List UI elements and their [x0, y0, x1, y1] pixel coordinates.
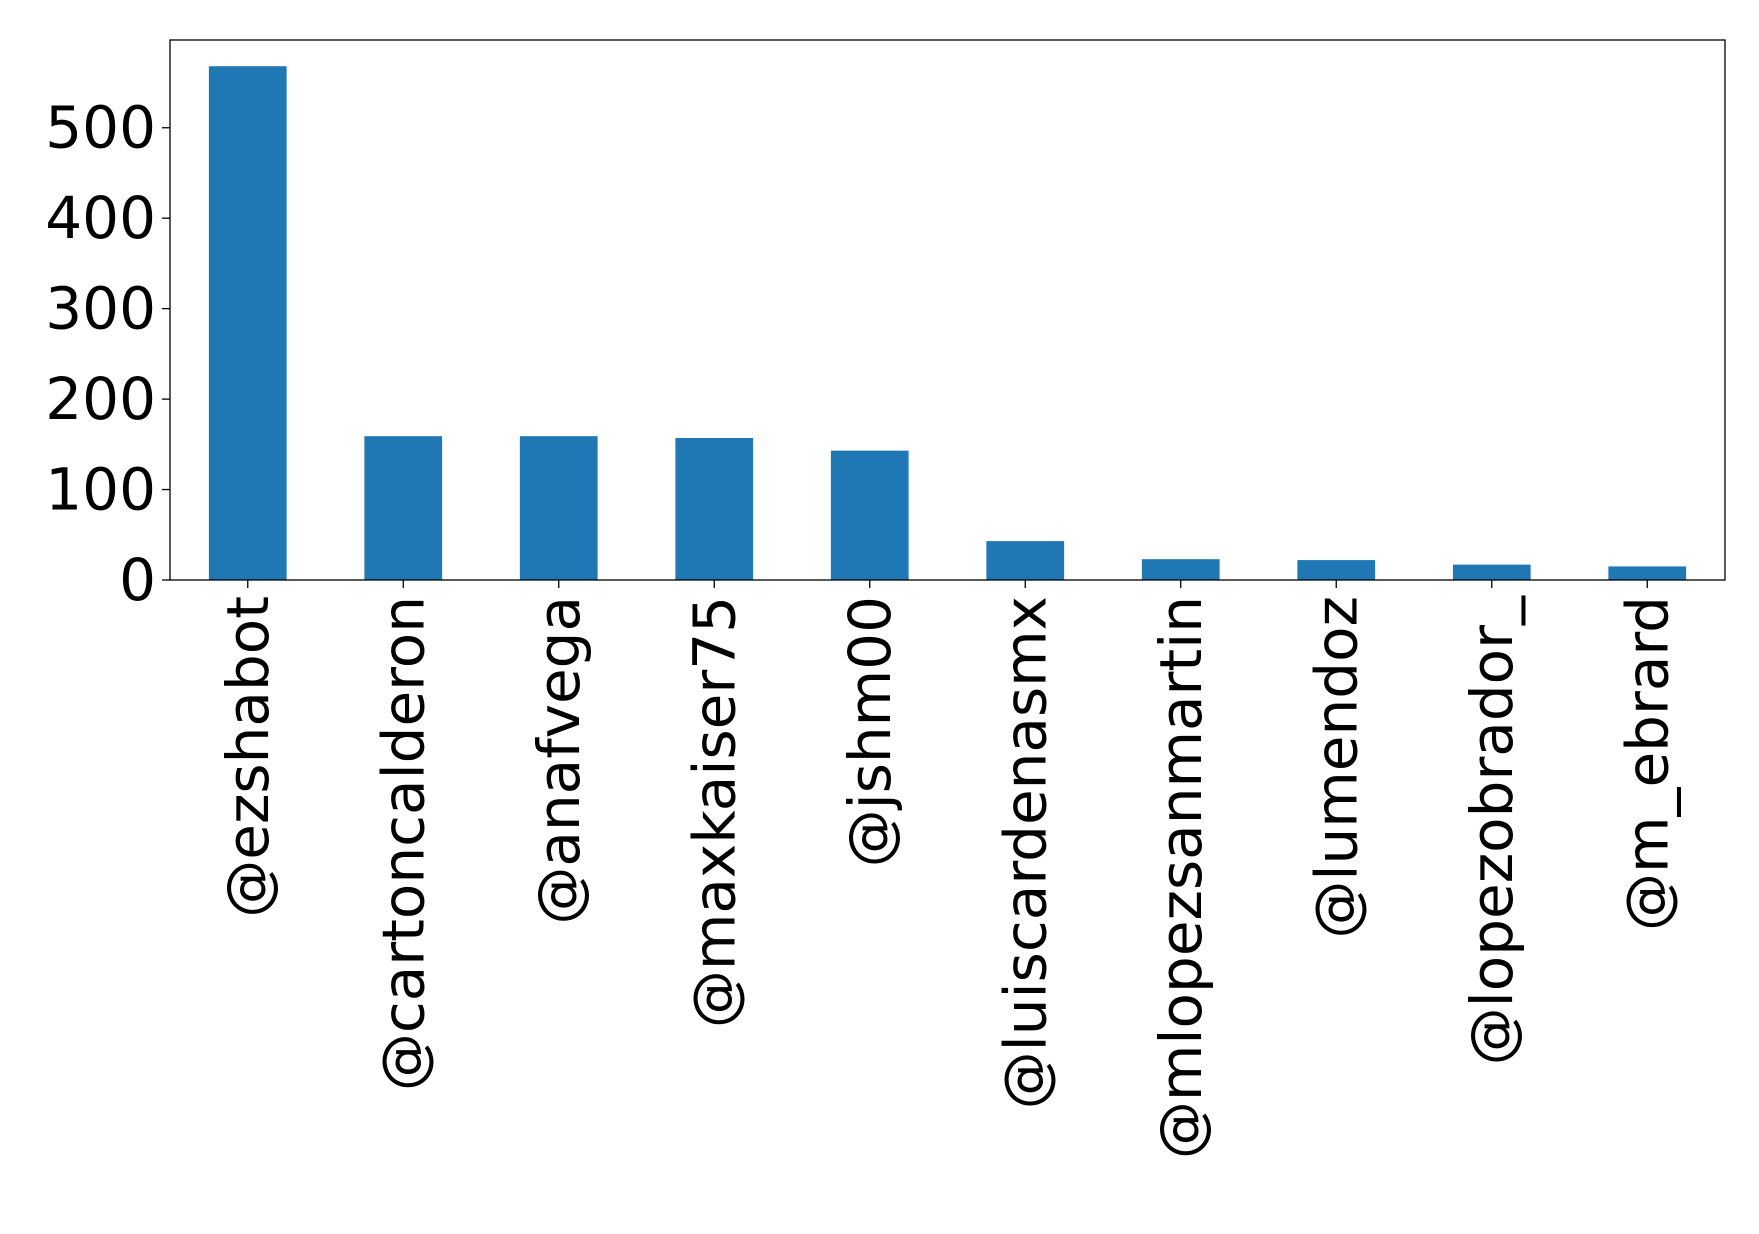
x-tick-label: @anafvega: [525, 596, 593, 925]
y-tick-label: 300: [45, 275, 156, 343]
y-tick-label: 400: [45, 184, 156, 252]
x-tick-label: @m_ebrard: [1613, 596, 1681, 931]
y-tick-label: 0: [119, 546, 156, 614]
plot-frame: [169, 39, 1726, 581]
x-tick-label: @maxkaiser75: [680, 596, 748, 1028]
y-tick-label: 100: [45, 456, 156, 524]
x-tick-label: @ezshabot: [214, 596, 282, 918]
bars-group: [208, 66, 1687, 581]
bar-1: [364, 436, 443, 580]
bar-5: [986, 541, 1065, 580]
bar-2: [519, 436, 598, 580]
x-tick-label: @luiscardenasmx: [991, 596, 1059, 1109]
x-axis: @ezshabot @cartoncalderon @anafvega @maxkai…: [214, 580, 1681, 1159]
x-tick-label: @jshm00: [836, 596, 904, 867]
y-axis: 0 100 200 300 400 500: [45, 94, 170, 614]
y-tick-label: 500: [45, 94, 156, 162]
bar-9: [1608, 566, 1687, 580]
x-tick-label: @cartoncalderon: [369, 596, 437, 1091]
bar-6: [1141, 559, 1220, 580]
x-tick-label: @lopezobrador_: [1458, 595, 1526, 1065]
bar-7: [1297, 560, 1376, 580]
bar-3: [675, 437, 754, 580]
bar-4: [830, 450, 909, 580]
y-tick-label: 200: [45, 365, 156, 433]
bar-8: [1452, 564, 1531, 580]
x-tick-label: @mlopezsanmartin: [1147, 596, 1215, 1159]
bar-0: [208, 66, 287, 581]
x-tick-label: @lumendoz: [1302, 596, 1370, 939]
